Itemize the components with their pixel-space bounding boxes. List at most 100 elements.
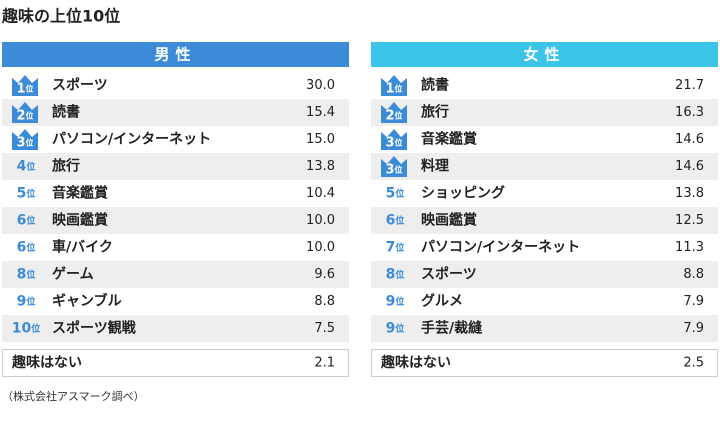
rank-number: 2 (385, 108, 394, 123)
hobby-label: スポーツ観戦 (52, 320, 137, 337)
footer-label: 趣味はない (380, 354, 451, 371)
hobby-label: 手芸/裁縫 (421, 320, 482, 337)
rank-label: 6位 (17, 240, 36, 256)
hobby-value: 11.3 (675, 240, 704, 255)
row-bg (371, 153, 718, 180)
rank-number: 1 (385, 81, 394, 96)
hobby-label: ギャンブル (52, 293, 122, 310)
rank-unit: 位 (26, 110, 34, 120)
rank-badge: 3位 (16, 135, 33, 150)
rank-badge: 1位 (385, 81, 402, 96)
row-bg (2, 126, 349, 153)
rank-number: 5 (386, 186, 396, 202)
rank-label: 9位 (386, 321, 405, 337)
rank-number: 2 (16, 108, 25, 123)
footer-row (2, 349, 349, 377)
hobby-value: 12.5 (675, 213, 704, 228)
rank-number: 7 (386, 240, 396, 256)
hobby-value: 14.6 (675, 132, 704, 147)
hobby-value: 7.9 (683, 321, 704, 336)
crown-badge (381, 75, 407, 96)
row-bg (2, 234, 349, 261)
rank-unit: 位 (26, 241, 35, 253)
table-header (371, 42, 718, 67)
rank-number: 3 (16, 135, 25, 150)
hobby-label: 音楽鑑賞 (421, 131, 477, 148)
row-bg (2, 207, 349, 234)
rank-label: 6位 (386, 213, 405, 229)
hobby-label: パソコン/インターネット (421, 240, 580, 256)
rank-unit: 位 (31, 322, 40, 334)
hobby-value: 21.7 (675, 78, 704, 93)
rank-unit: 位 (395, 110, 403, 120)
rank-unit: 位 (26, 137, 34, 147)
hobby-value: 9.6 (314, 267, 335, 282)
hobby-value: 30.0 (306, 78, 335, 93)
crown-badge (381, 102, 407, 123)
crown-badge (12, 75, 38, 96)
rank-unit: 位 (26, 83, 34, 93)
table-header-label: 男性 (154, 46, 196, 64)
rank-label: 6位 (17, 213, 36, 229)
hobby-value: 13.8 (675, 186, 704, 201)
hobby-value: 10.0 (306, 240, 335, 255)
row-bg (371, 72, 718, 99)
hobby-label: 読書 (52, 104, 80, 121)
rank-number: 8 (386, 267, 396, 283)
row-bg (2, 153, 349, 180)
rank-label: 5位 (17, 186, 36, 202)
row-bg (371, 234, 718, 261)
rank-number: 3 (385, 162, 394, 177)
row-bg (371, 315, 718, 342)
rank-unit: 位 (395, 187, 404, 199)
hobby-value: 14.6 (675, 159, 704, 174)
rank-label: 9位 (386, 294, 405, 310)
rank-unit: 位 (395, 83, 403, 93)
rank-unit: 位 (26, 295, 35, 307)
hobby-label: 映画鑑賞 (421, 212, 477, 229)
row-bg (371, 207, 718, 234)
row-bg (2, 99, 349, 126)
footer-value: 2.1 (314, 356, 335, 371)
footer-label: 趣味はない (11, 354, 82, 371)
hobby-label: スポーツ (52, 77, 108, 94)
hobby-value: 8.8 (683, 267, 704, 282)
hobby-value: 13.8 (306, 159, 335, 174)
hobby-label: スポーツ (421, 266, 477, 283)
rank-number: 9 (17, 294, 27, 310)
rank-unit: 位 (26, 160, 35, 172)
rank-number: 10 (12, 321, 32, 337)
hobby-value: 15.4 (306, 105, 335, 120)
hobby-label: 映画鑑賞 (52, 212, 108, 229)
hobby-value: 15.0 (306, 132, 335, 147)
crown-badge (381, 156, 407, 177)
row-bg (2, 288, 349, 315)
hobby-label: 料理 (421, 158, 449, 175)
rank-number: 8 (17, 267, 27, 283)
row-bg (371, 99, 718, 126)
rank-number: 6 (17, 213, 27, 229)
rank-number: 9 (386, 321, 396, 337)
rank-badge: 2位 (385, 108, 402, 123)
footer-value: 2.5 (683, 356, 704, 371)
rank-label: 7位 (386, 240, 405, 256)
rank-badge: 3位 (385, 135, 402, 150)
hobby-label: 旅行 (52, 158, 80, 175)
hobby-label: ゲーム (52, 266, 94, 283)
row-bg (371, 261, 718, 288)
row-bg (371, 288, 718, 315)
hobby-value: 8.8 (314, 294, 335, 309)
rank-number: 6 (17, 240, 27, 256)
rank-label: 8位 (386, 267, 405, 283)
rank-label: 5位 (386, 186, 405, 202)
hobby-value: 16.3 (675, 105, 704, 120)
rank-number: 4 (17, 159, 27, 175)
row-bg (2, 315, 349, 342)
hobby-label: 旅行 (421, 104, 449, 121)
hobby-label: 読書 (421, 77, 449, 94)
rank-number: 1 (16, 81, 25, 96)
row-bg (2, 72, 349, 99)
rank-unit: 位 (26, 214, 35, 226)
rank-number: 5 (17, 186, 27, 202)
